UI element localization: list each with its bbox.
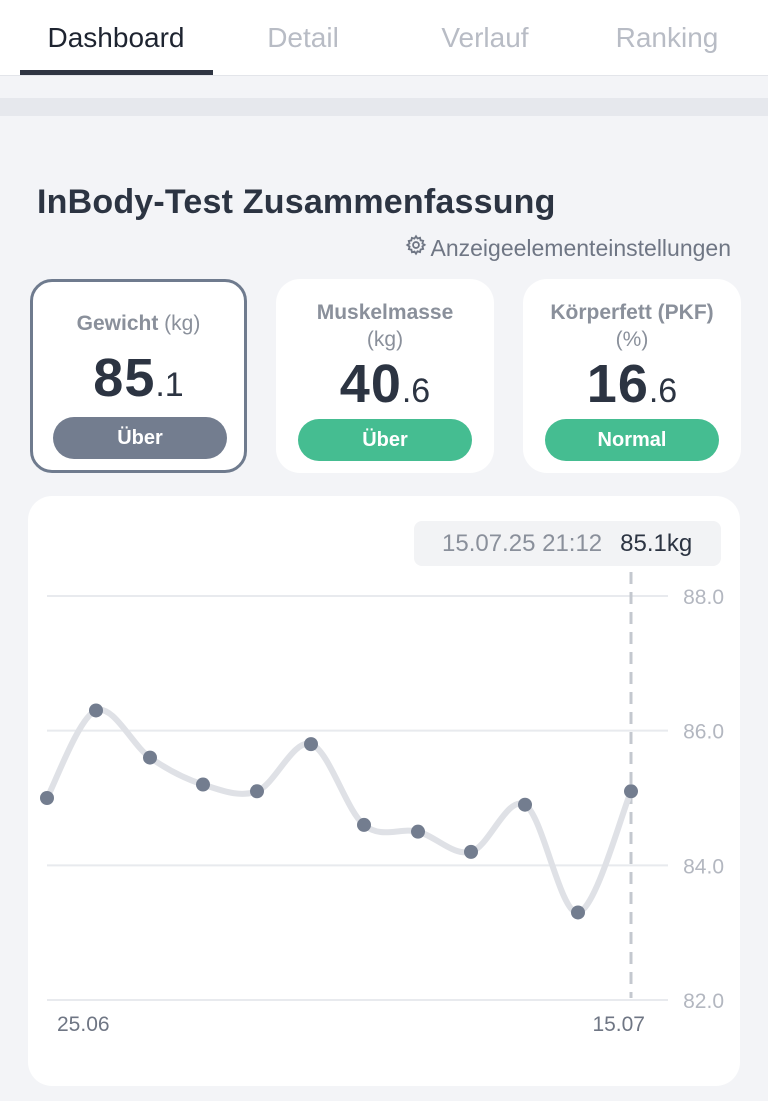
data-point — [357, 817, 371, 832]
active-tab-indicator — [20, 70, 213, 75]
section-divider — [0, 98, 768, 116]
data-point — [89, 703, 103, 718]
metric-value: 85.1 — [93, 348, 184, 408]
tab-detail[interactable]: Detail — [267, 22, 339, 53]
status-badge: Normal — [545, 419, 719, 461]
settings-label: Anzeigeelementeinstellungen — [430, 234, 732, 261]
y-tick-label: 82.0 — [683, 990, 724, 1013]
data-point — [624, 784, 638, 799]
y-tick-label: 88.0 — [683, 586, 724, 609]
data-point — [571, 905, 585, 920]
data-point — [196, 777, 210, 792]
y-tick-label: 84.0 — [683, 855, 724, 878]
status-badge: Über — [298, 419, 472, 461]
tab-dashboard[interactable]: Dashboard — [47, 22, 185, 53]
section-title: InBody-Test Zusammenfassung — [37, 183, 556, 221]
weight-series-line — [44, 706, 634, 916]
gear-icon — [405, 234, 427, 262]
metric-card-body-fat[interactable]: Körperfett (PKF) (%) 16.6 Normal — [523, 279, 741, 473]
tab-bar: Dashboard Detail Verlauf Ranking — [0, 0, 768, 76]
data-point — [40, 791, 54, 805]
x-tick-label: 25.06 — [57, 1013, 110, 1036]
metric-card-weight[interactable]: Gewicht (kg) 85.1 Über — [30, 279, 247, 473]
metric-value: 40.6 — [339, 354, 431, 414]
metric-value: 16.6 — [586, 354, 678, 414]
data-point — [304, 737, 318, 752]
tab-ranking[interactable]: Ranking — [615, 22, 719, 53]
data-point — [464, 844, 478, 859]
metric-label: Muskelmasse (kg) — [316, 301, 454, 351]
data-point — [250, 784, 264, 799]
tab-verlauf[interactable]: Verlauf — [441, 22, 529, 53]
display-settings-link[interactable]: Anzeigeelementeinstellungen — [405, 234, 732, 262]
weight-chart-card — [28, 496, 740, 1086]
tooltip-value: 85.1kg — [620, 529, 693, 557]
metric-card-muscle-mass[interactable]: Muskelmasse (kg) 40.6 Über — [276, 279, 494, 473]
y-tick-label: 86.0 — [683, 721, 724, 744]
data-point — [411, 824, 425, 839]
tooltip-date: 15.07.25 21:12 — [442, 529, 603, 557]
metric-label: Gewicht (kg) — [76, 312, 201, 335]
data-point — [143, 750, 157, 765]
x-tick-label: 15.07 — [592, 1013, 645, 1036]
data-point — [518, 797, 532, 812]
metric-label: Körperfett (PKF) (%) — [550, 301, 714, 351]
status-badge: Über — [53, 417, 227, 459]
chart-tooltip: 15.07.25 21:12 85.1kg — [414, 521, 721, 566]
